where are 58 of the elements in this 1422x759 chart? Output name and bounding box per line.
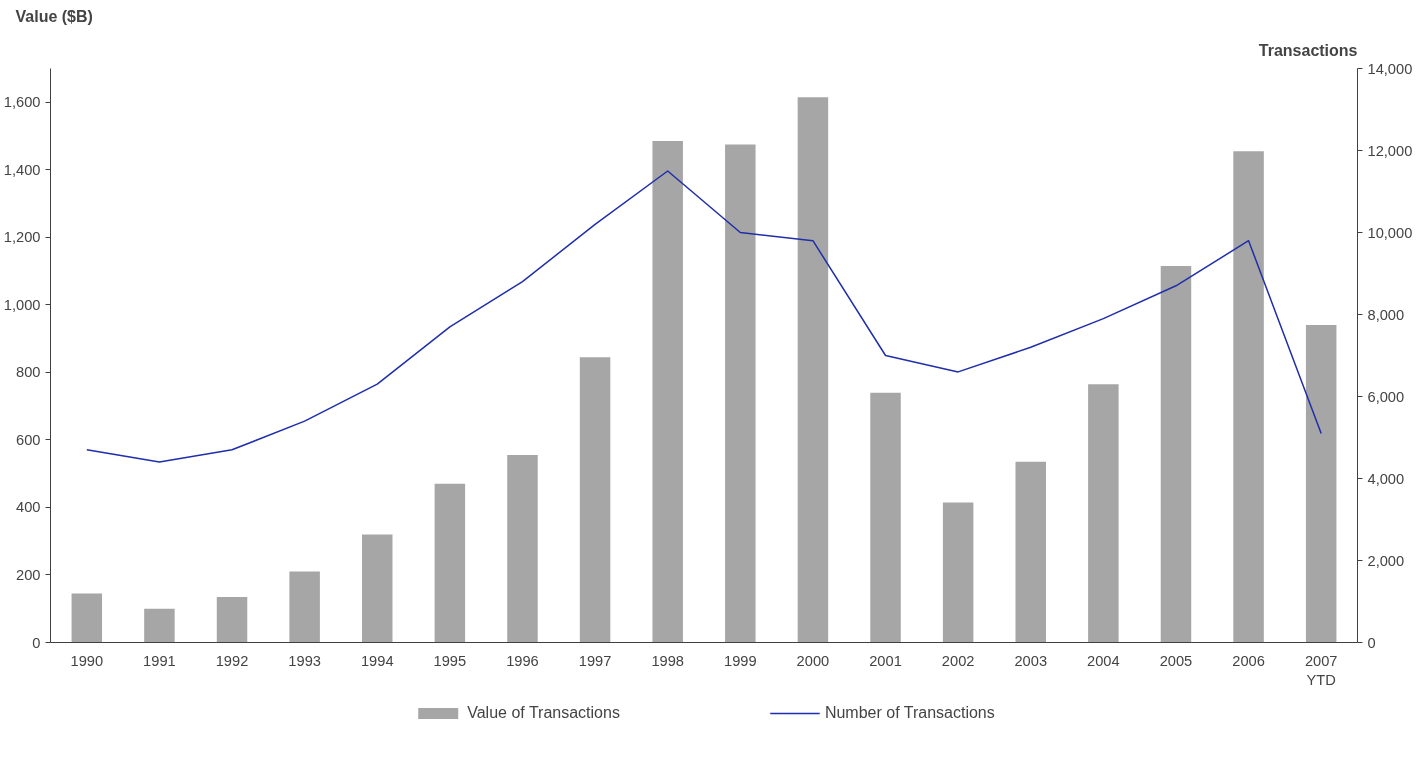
- y2-tick-label: 6,000: [1367, 388, 1405, 405]
- y2-tick-label: 4,000: [1367, 470, 1405, 487]
- legend-label: Value of Transactions: [467, 703, 620, 722]
- y-tick-label: 200: [16, 566, 41, 583]
- x-tick-label: 1999: [724, 652, 757, 669]
- x-tick-label: 2004: [1087, 652, 1120, 669]
- y-tick-label: 1,200: [3, 229, 41, 246]
- x-tick-label: 2006: [1232, 652, 1265, 669]
- y2-axis-title: Transactions: [1258, 41, 1358, 59]
- bar: [289, 571, 320, 643]
- x-tick-label: 2007 YTD: [1304, 652, 1338, 688]
- x-tick-label: 1995: [433, 652, 467, 669]
- y-tick-label: 0: [32, 634, 41, 651]
- bar: [216, 596, 248, 643]
- x-tick-label: 2003: [1014, 652, 1048, 669]
- y2-tick-label: 8,000: [1367, 306, 1405, 323]
- bar: [942, 502, 974, 643]
- x-tick-label: 1994: [360, 652, 394, 669]
- x-tick-label: 2005: [1159, 652, 1193, 669]
- y-tick-label: 400: [16, 499, 41, 516]
- bar: [1160, 266, 1192, 643]
- line-series: [86, 170, 1322, 463]
- y2-tick-label: 14,000: [1367, 60, 1413, 77]
- y2-tick-label: 12,000: [1367, 142, 1413, 159]
- bar: [1088, 384, 1119, 643]
- bar: [870, 392, 901, 643]
- bar: [434, 483, 466, 643]
- y2-tick-label: 2,000: [1367, 552, 1405, 569]
- y-axis-title: Value ($B): [15, 7, 93, 25]
- x-tick-label: 2000: [796, 652, 830, 669]
- x-tick-label: 2002: [941, 652, 975, 669]
- y-tick-label: 600: [16, 431, 41, 448]
- y-tick-label: 800: [16, 364, 41, 381]
- x-tick-label: 1992: [215, 652, 249, 669]
- bar: [1305, 325, 1337, 643]
- bar: [579, 357, 611, 643]
- x-tick-label: 1998: [651, 652, 684, 669]
- y-tick-label: 1,600: [3, 94, 41, 111]
- y-tick-label: 1,400: [3, 161, 41, 178]
- bar: [362, 534, 393, 643]
- x-tick-label: 2001: [869, 652, 902, 669]
- y2-tick-label: 10,000: [1367, 224, 1413, 241]
- bar: [1233, 151, 1264, 643]
- x-tick-label: 1991: [143, 652, 176, 669]
- bar: [797, 97, 829, 643]
- y-tick-label: 1,000: [3, 296, 41, 313]
- x-tick-label: 1997: [578, 652, 612, 669]
- bar: [71, 593, 103, 643]
- bar: [144, 608, 175, 643]
- x-tick-label: 1993: [288, 652, 321, 669]
- bar: [725, 144, 756, 643]
- legend-label: Number of Transactions: [824, 703, 995, 722]
- bar: [1015, 461, 1046, 643]
- x-tick-label: 1990: [70, 652, 104, 669]
- bar: [652, 141, 683, 643]
- x-tick-label: 1996: [506, 652, 539, 669]
- y2-tick-label: 0: [1367, 634, 1376, 651]
- bar: [507, 455, 538, 643]
